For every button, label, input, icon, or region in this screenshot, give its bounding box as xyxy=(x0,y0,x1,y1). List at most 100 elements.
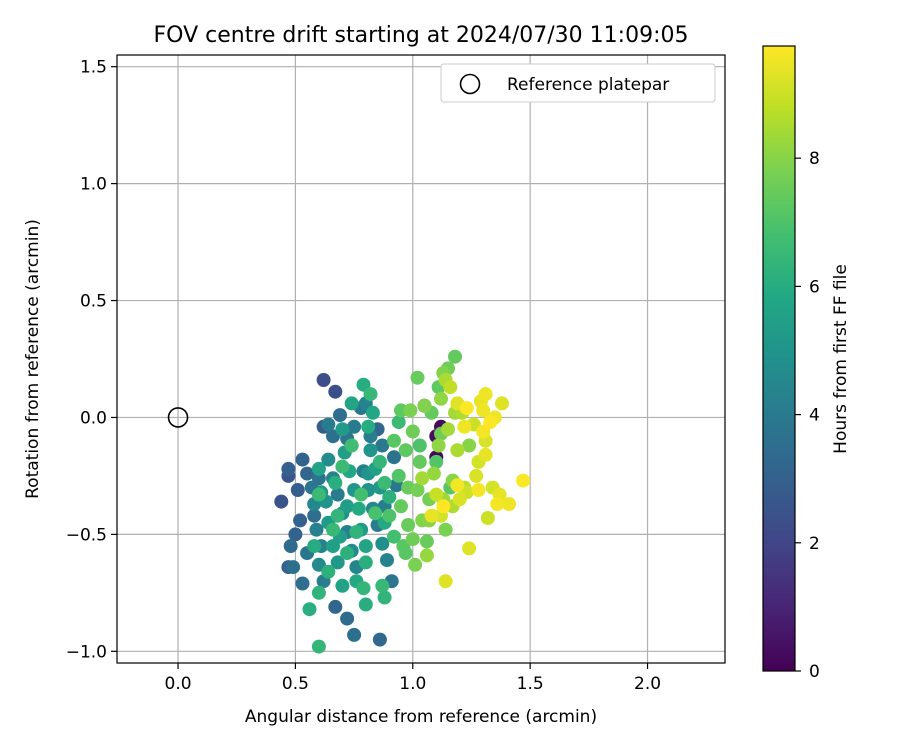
data-point xyxy=(387,450,401,465)
data-point xyxy=(283,539,298,554)
data-point xyxy=(328,599,343,614)
data-point xyxy=(293,513,308,528)
data-point xyxy=(480,511,495,525)
data-point xyxy=(387,433,401,448)
data-point xyxy=(405,532,420,547)
data-point xyxy=(321,564,336,579)
data-point xyxy=(365,405,380,420)
data-point xyxy=(476,403,491,418)
data-point xyxy=(403,403,418,418)
data-point xyxy=(340,611,355,626)
y-axis-ticks: −1.0 −0.5 0.0 0.5 1.0 1.5 xyxy=(66,58,117,662)
y-tick-label: −1.0 xyxy=(66,642,107,662)
legend-reference-icon xyxy=(459,73,481,95)
data-point xyxy=(375,578,390,593)
data-point xyxy=(452,492,467,507)
data-point xyxy=(361,419,376,434)
data-point xyxy=(441,422,455,437)
data-points xyxy=(274,349,531,654)
data-point xyxy=(483,415,498,430)
data-point xyxy=(344,396,359,411)
data-point xyxy=(274,494,289,509)
data-point xyxy=(382,490,397,504)
data-point xyxy=(333,408,347,423)
data-point xyxy=(419,534,434,549)
data-point xyxy=(394,499,408,514)
legend-box xyxy=(440,63,716,103)
data-point xyxy=(311,487,326,502)
data-point xyxy=(295,452,310,467)
data-point xyxy=(316,373,331,387)
x-tick-label: 2.0 xyxy=(634,674,661,694)
data-point xyxy=(358,555,373,570)
data-point xyxy=(286,560,301,575)
x-tick-label: 0.0 xyxy=(165,674,192,694)
data-point xyxy=(328,384,343,399)
colorbar-tick-label: 6 xyxy=(809,277,820,297)
data-point xyxy=(429,454,444,469)
y-tick-label: 1.5 xyxy=(80,58,107,78)
x-tick-label: 1.5 xyxy=(517,674,544,694)
data-point xyxy=(309,522,324,537)
colorbar-ticks: 0 2 4 6 8 xyxy=(795,149,820,682)
data-point xyxy=(307,508,322,523)
data-point xyxy=(321,417,336,432)
data-point xyxy=(377,590,392,605)
y-tick-label: −0.5 xyxy=(66,525,107,545)
data-point xyxy=(424,508,439,523)
data-point xyxy=(356,581,371,596)
reference-marker xyxy=(167,407,189,428)
data-point xyxy=(354,487,369,502)
data-point xyxy=(321,452,336,467)
data-point xyxy=(358,597,373,612)
data-point xyxy=(290,483,305,497)
data-point xyxy=(495,396,509,411)
colorbar-tick-label: 8 xyxy=(809,149,820,169)
data-point xyxy=(311,461,326,476)
data-point xyxy=(448,349,462,364)
data-point xyxy=(438,574,453,589)
data-point xyxy=(347,627,362,642)
data-point xyxy=(380,553,394,568)
y-tick-label: 0.5 xyxy=(80,292,107,312)
data-point xyxy=(419,548,434,563)
data-point xyxy=(469,468,484,483)
data-point xyxy=(471,483,486,497)
data-point xyxy=(335,459,350,474)
colorbar-gradient xyxy=(762,45,796,672)
data-point xyxy=(326,522,340,537)
data-point xyxy=(490,497,505,511)
data-point xyxy=(502,497,516,511)
data-point xyxy=(429,487,444,502)
data-point xyxy=(328,475,343,490)
x-axis-label: Angular distance from reference (arcmin) xyxy=(245,707,597,727)
data-point xyxy=(311,585,326,600)
data-point xyxy=(302,602,317,617)
data-point xyxy=(340,499,355,514)
data-point xyxy=(347,419,362,434)
data-point xyxy=(281,461,296,476)
data-point xyxy=(372,632,387,647)
data-point xyxy=(358,539,373,554)
data-point xyxy=(363,443,378,458)
data-point xyxy=(426,466,441,481)
data-point xyxy=(351,501,366,516)
data-point xyxy=(462,541,477,556)
data-point xyxy=(412,438,427,453)
data-point xyxy=(335,422,350,437)
plot-frame xyxy=(116,54,726,664)
data-point xyxy=(330,487,345,502)
data-point xyxy=(377,475,392,490)
data-point xyxy=(300,466,315,481)
colorbar-tick-label: 4 xyxy=(809,406,820,426)
legend: Reference platepar xyxy=(440,63,716,103)
colorbar-tick-label: 2 xyxy=(809,534,820,554)
x-axis-ticks: 0.0 0.5 1.0 1.5 2.0 xyxy=(165,663,661,694)
data-point xyxy=(410,370,425,385)
legend-reference-label: Reference platepar xyxy=(507,75,669,95)
y-tick-label: 0.0 xyxy=(80,408,107,428)
data-point xyxy=(340,546,355,561)
data-point xyxy=(382,508,397,523)
data-point xyxy=(412,454,427,469)
